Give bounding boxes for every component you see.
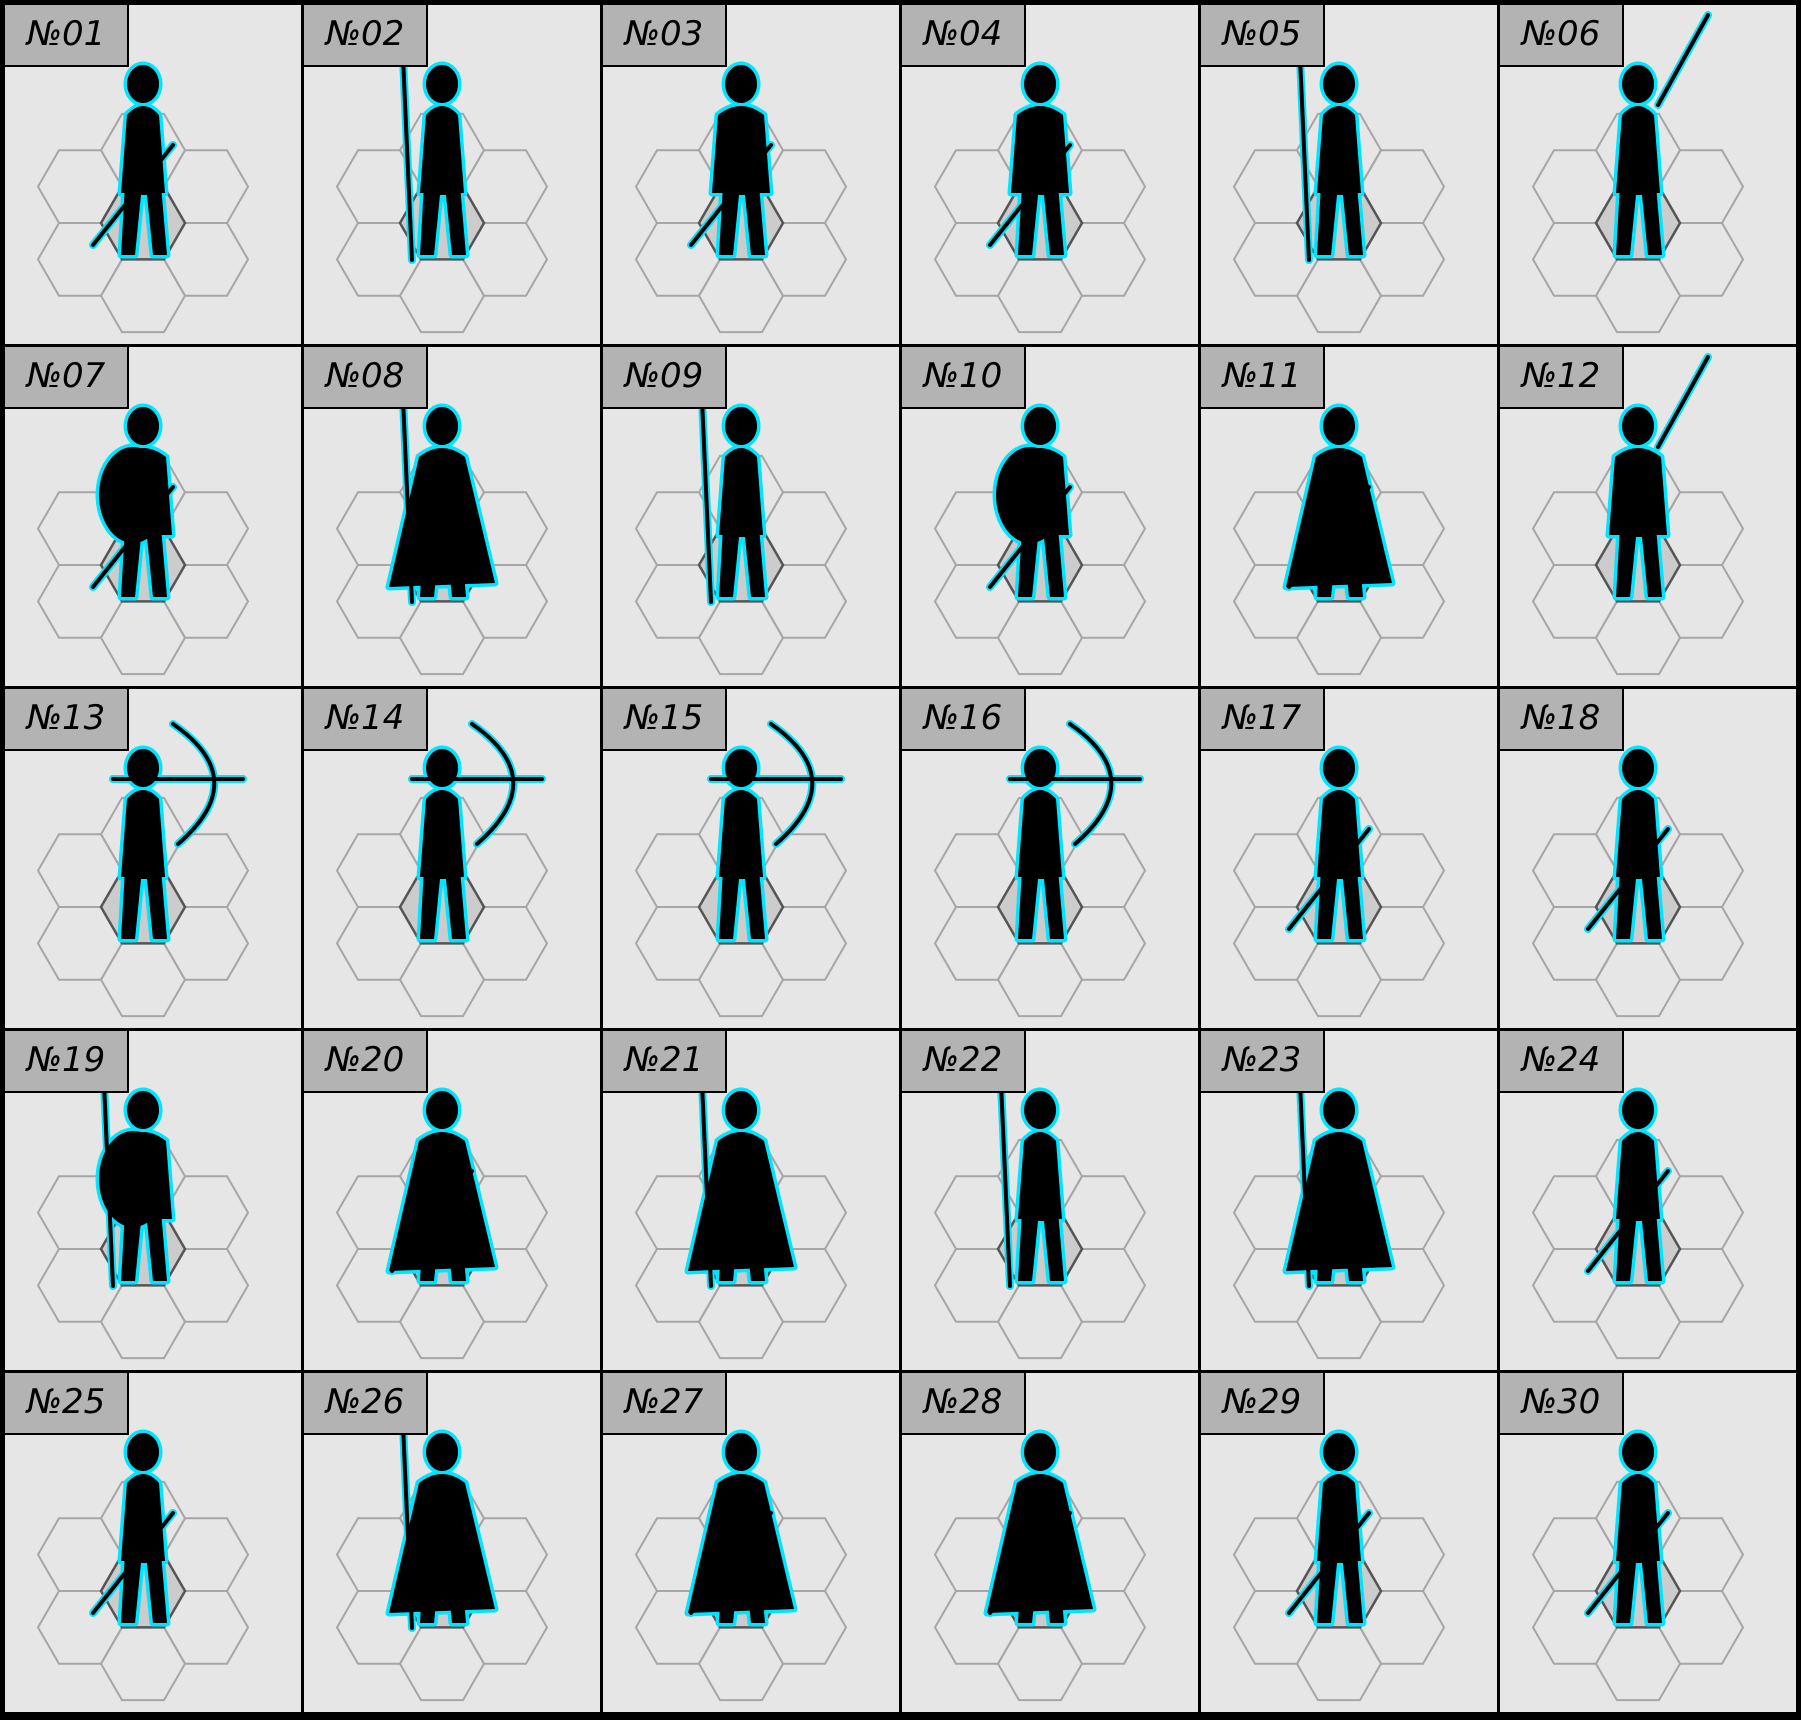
token-cell[interactable]: №29 <box>1201 1373 1497 1712</box>
token-cell[interactable]: №02 <box>304 5 600 344</box>
token-silhouette <box>697 373 769 606</box>
token-number-label: №10 <box>902 347 1026 409</box>
token-cell[interactable]: №22 <box>902 1031 1198 1370</box>
token-silhouette <box>1584 1429 1672 1627</box>
token-silhouette <box>385 1087 499 1285</box>
token-silhouette <box>89 61 177 259</box>
token-silhouette <box>1295 31 1367 264</box>
token-cell[interactable]: №19 <box>5 1031 301 1370</box>
token-number-label: №19 <box>5 1031 129 1093</box>
token-silhouette <box>1605 353 1712 601</box>
token-silhouette <box>1584 1087 1672 1285</box>
token-silhouette <box>707 720 845 943</box>
token-number-label: №20 <box>304 1031 428 1093</box>
token-number-label: №30 <box>1500 1373 1624 1435</box>
token-number-label: №11 <box>1201 347 1325 409</box>
token-number-label: №17 <box>1201 689 1325 751</box>
token-silhouette <box>109 720 247 943</box>
token-number-label: №12 <box>1500 347 1624 409</box>
token-cell[interactable]: №09 <box>603 347 899 686</box>
token-silhouette <box>385 373 499 606</box>
token-number-label: №08 <box>304 347 428 409</box>
token-silhouette <box>408 720 546 943</box>
token-number-label: №06 <box>1500 5 1624 67</box>
token-silhouette <box>1612 11 1712 259</box>
token-silhouette <box>89 1429 177 1627</box>
token-number-label: №23 <box>1201 1031 1325 1093</box>
token-cell[interactable]: №08 <box>304 347 600 686</box>
token-cell[interactable]: №03 <box>603 5 899 344</box>
token-cell[interactable]: №17 <box>1201 689 1497 1028</box>
token-cell[interactable]: №10 <box>902 347 1198 686</box>
token-cell[interactable]: №30 <box>1500 1373 1796 1712</box>
token-cell[interactable]: №24 <box>1500 1031 1796 1370</box>
token-silhouette <box>1584 745 1672 943</box>
token-cell[interactable]: №20 <box>304 1031 600 1370</box>
token-cell[interactable]: №18 <box>1500 689 1796 1028</box>
token-cell[interactable]: №06 <box>1500 5 1796 344</box>
token-silhouette <box>89 403 177 601</box>
token-silhouette <box>684 1057 798 1290</box>
token-cell[interactable]: №12 <box>1500 347 1796 686</box>
token-cell[interactable]: №23 <box>1201 1031 1497 1370</box>
token-silhouette <box>1282 403 1396 601</box>
token-cell[interactable]: №11 <box>1201 347 1497 686</box>
token-cell[interactable]: №26 <box>304 1373 600 1712</box>
token-number-label: №16 <box>902 689 1026 751</box>
token-cell[interactable]: №15 <box>603 689 899 1028</box>
token-silhouette <box>996 1057 1068 1290</box>
token-cell[interactable]: №04 <box>902 5 1198 344</box>
token-number-label: №18 <box>1500 689 1624 751</box>
token-silhouette <box>1006 720 1144 943</box>
token-number-label: №09 <box>603 347 727 409</box>
token-number-label: №14 <box>304 689 428 751</box>
token-number-label: №03 <box>603 5 727 67</box>
token-silhouette <box>398 31 470 264</box>
token-cell[interactable]: №28 <box>902 1373 1198 1712</box>
token-cell[interactable]: №14 <box>304 689 600 1028</box>
token-number-label: №26 <box>304 1373 428 1435</box>
token-cell[interactable]: №01 <box>5 5 301 344</box>
token-number-label: №25 <box>5 1373 129 1435</box>
token-cell[interactable]: №05 <box>1201 5 1497 344</box>
token-silhouette <box>1282 1057 1396 1290</box>
token-cell[interactable]: №07 <box>5 347 301 686</box>
token-number-label: №15 <box>603 689 727 751</box>
token-number-label: №29 <box>1201 1373 1325 1435</box>
token-number-label: №07 <box>5 347 129 409</box>
token-number-label: №01 <box>5 5 129 67</box>
token-cell[interactable]: №16 <box>902 689 1198 1028</box>
token-silhouette <box>986 61 1074 259</box>
token-number-label: №22 <box>902 1031 1026 1093</box>
token-silhouette <box>986 403 1074 601</box>
token-silhouette <box>95 1057 176 1290</box>
token-silhouette <box>687 61 775 259</box>
token-number-label: №27 <box>603 1373 727 1435</box>
token-number-label: №05 <box>1201 5 1325 67</box>
token-silhouette <box>983 1429 1097 1627</box>
token-silhouette <box>684 1429 798 1627</box>
token-silhouette <box>1285 745 1373 943</box>
token-cell[interactable]: №27 <box>603 1373 899 1712</box>
token-number-label: №13 <box>5 689 129 751</box>
token-silhouette <box>1285 1429 1373 1627</box>
token-silhouette <box>385 1399 499 1632</box>
token-number-label: №21 <box>603 1031 727 1093</box>
token-cell[interactable]: №21 <box>603 1031 899 1370</box>
token-number-label: №02 <box>304 5 428 67</box>
token-number-label: №04 <box>902 5 1026 67</box>
token-number-label: №24 <box>1500 1031 1624 1093</box>
token-cell[interactable]: №25 <box>5 1373 301 1712</box>
token-cell[interactable]: №13 <box>5 689 301 1028</box>
token-number-label: №28 <box>902 1373 1026 1435</box>
